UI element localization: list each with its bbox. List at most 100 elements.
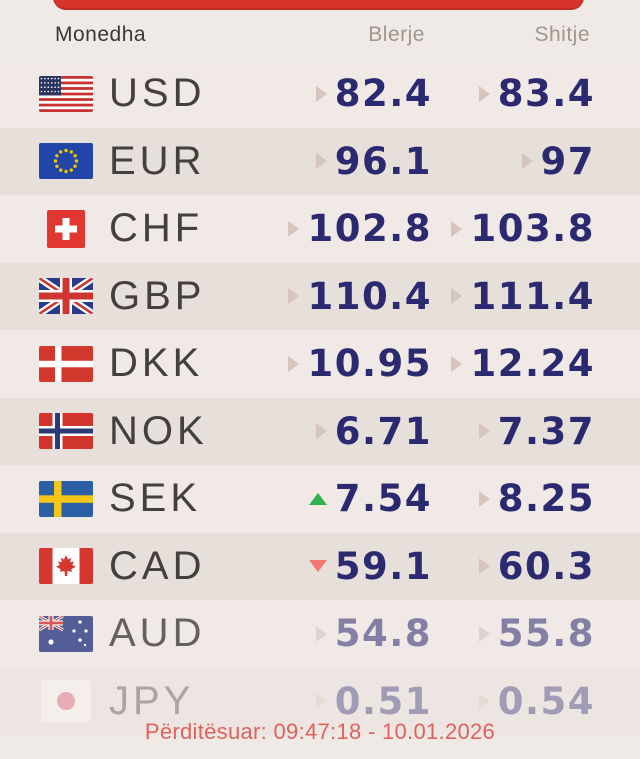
buy-value: 10.95	[307, 342, 432, 386]
trend-up-icon	[308, 492, 327, 505]
dkk-flag-icon	[38, 345, 94, 382]
buy-cell: 0.51	[252, 680, 432, 723]
currency-cell: DKK	[38, 341, 252, 386]
trend-flat-icon	[478, 693, 490, 710]
currency-row-cad[interactable]: CAD 59.1 60.3	[0, 532, 640, 600]
trend-flat-icon	[478, 85, 490, 102]
currency-code: AUD	[109, 611, 206, 656]
trend-flat-icon	[315, 423, 327, 440]
buy-cell: 10.95	[252, 342, 432, 385]
sell-value: 97	[540, 139, 595, 183]
sell-cell: 0.54	[432, 680, 595, 723]
currency-code: CHF	[109, 206, 204, 251]
currency-code: GBP	[109, 273, 206, 318]
currency-row-dkk[interactable]: DKK 10.95 12.24	[0, 330, 640, 398]
buy-value: 96.1	[334, 139, 432, 183]
currency-cell: SEK	[38, 476, 252, 521]
currency-column-header: Monedha	[55, 23, 147, 46]
trend-flat-icon	[451, 288, 463, 305]
buy-cell: 82.4	[252, 72, 432, 115]
sell-value: 83.4	[497, 72, 595, 116]
currency-code: EUR	[109, 138, 206, 183]
buy-value: 0.51	[334, 679, 432, 723]
top-red-bar	[53, 0, 584, 10]
table-header: Monedha Blerje Shitje	[0, 0, 640, 60]
trend-flat-icon	[478, 625, 490, 642]
currency-code: SEK	[109, 476, 202, 521]
buy-column-header: Blerje	[368, 23, 425, 46]
buy-value: 110.4	[307, 274, 432, 318]
sell-value: 60.3	[497, 544, 595, 588]
buy-value: 59.1	[334, 544, 432, 588]
currency-row-usd[interactable]: USD 82.4 83.4	[0, 60, 640, 128]
currency-row-sek[interactable]: SEK 7.54 8.25	[0, 465, 640, 533]
sell-cell: 55.8	[432, 612, 595, 655]
currency-row-chf[interactable]: CHF 102.8 103.8	[0, 195, 640, 263]
jpy-flag-icon	[38, 680, 94, 723]
sell-cell: 83.4	[432, 72, 595, 115]
trend-flat-icon	[315, 85, 327, 102]
usd-flag-icon	[38, 75, 94, 112]
trend-flat-icon	[478, 490, 490, 507]
trend-flat-icon	[521, 153, 533, 170]
currency-code: DKK	[109, 341, 204, 386]
sell-cell: 60.3	[432, 545, 595, 588]
buy-cell: 96.1	[252, 140, 432, 183]
trend-flat-icon	[451, 220, 463, 237]
trend-flat-icon	[288, 288, 300, 305]
buy-cell: 110.4	[252, 275, 432, 318]
currency-table: USD 82.4 83.4 EUR 96.1 97 CHF	[0, 60, 640, 735]
sell-cell: 8.25	[432, 477, 595, 520]
currency-cell: GBP	[38, 274, 252, 319]
buy-value: 7.54	[334, 477, 432, 521]
currency-cell: JPY	[38, 679, 252, 724]
buy-value: 6.71	[334, 409, 432, 453]
sell-value: 7.37	[497, 409, 595, 453]
currency-cell: CAD	[38, 544, 252, 589]
trend-flat-icon	[315, 625, 327, 642]
currency-row-eur[interactable]: EUR 96.1 97	[0, 127, 640, 195]
trend-flat-icon	[315, 693, 327, 710]
currency-code: NOK	[109, 408, 208, 453]
buy-cell: 102.8	[252, 207, 432, 250]
sell-value: 103.8	[470, 207, 595, 251]
sell-cell: 7.37	[432, 410, 595, 453]
currency-row-nok[interactable]: NOK 6.71 7.37	[0, 397, 640, 465]
currency-cell: USD	[38, 71, 252, 116]
sell-column-header: Shitje	[534, 23, 590, 46]
eur-flag-icon	[38, 143, 94, 180]
buy-value: 82.4	[334, 72, 432, 116]
last-updated-text: Përditësuar: 09:47:18 - 10.01.2026	[144, 719, 496, 744]
currency-row-gbp[interactable]: GBP 110.4 111.4	[0, 262, 640, 330]
currency-cell: AUD	[38, 611, 252, 656]
currency-row-jpy[interactable]: JPY 0.51 0.54	[0, 667, 640, 735]
trend-flat-icon	[315, 153, 327, 170]
currency-code: JPY	[109, 678, 195, 723]
sell-value: 8.25	[497, 477, 595, 521]
trend-flat-icon	[478, 423, 490, 440]
currency-cell: NOK	[38, 409, 252, 454]
currency-cell: CHF	[38, 206, 252, 251]
gbp-flag-icon	[38, 278, 94, 315]
chf-flag-icon	[38, 209, 94, 248]
sell-value: 55.8	[497, 612, 595, 656]
buy-cell: 54.8	[252, 612, 432, 655]
trend-down-icon	[308, 560, 327, 573]
sell-value: 111.4	[470, 274, 595, 318]
sell-value: 12.24	[470, 342, 595, 386]
currency-code: USD	[109, 71, 206, 116]
trend-flat-icon	[288, 355, 300, 372]
buy-cell: 59.1	[252, 545, 432, 588]
trend-flat-icon	[451, 355, 463, 372]
sell-cell: 111.4	[432, 275, 595, 318]
sell-cell: 12.24	[432, 342, 595, 385]
trend-flat-icon	[478, 558, 490, 575]
currency-row-aud[interactable]: AUD 54.8 55.8	[0, 600, 640, 668]
cad-flag-icon	[38, 548, 94, 585]
sek-flag-icon	[38, 480, 94, 517]
sell-cell: 103.8	[432, 207, 595, 250]
currency-cell: EUR	[38, 139, 252, 184]
nok-flag-icon	[38, 413, 94, 450]
buy-value: 54.8	[334, 612, 432, 656]
